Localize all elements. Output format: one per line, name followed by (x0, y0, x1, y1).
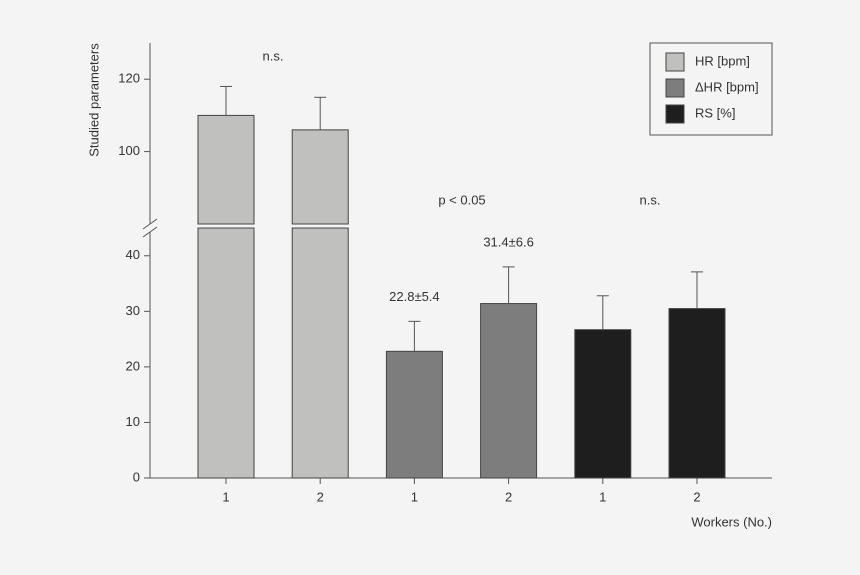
axis-break (142, 226, 158, 238)
x-tick-label: 2 (505, 489, 512, 504)
y-tick-label: 10 (126, 414, 140, 429)
x-tick-label: 1 (222, 489, 229, 504)
x-tick-label: 1 (411, 489, 418, 504)
annotation: n.s. (263, 48, 284, 63)
annotation: p < 0.05 (438, 192, 485, 207)
value-label: 22.8±5.4 (389, 289, 440, 304)
bar (668, 308, 726, 479)
x-axis-label: Workers (No.) (691, 514, 772, 529)
bar-upper (197, 114, 255, 225)
bar-lower (291, 227, 349, 479)
axis-break (142, 218, 158, 230)
y-tick-label: 40 (126, 247, 140, 262)
legend-swatch (665, 52, 685, 72)
value-label: 31.4±6.6 (483, 234, 534, 249)
legend-swatch (665, 104, 685, 124)
y-tick-label: 100 (118, 143, 140, 158)
bar (480, 303, 538, 479)
y-tick-label: 30 (126, 303, 140, 318)
y-tick-label: 0 (133, 469, 140, 484)
annotation: n.s. (640, 192, 661, 207)
bar-upper (291, 129, 349, 225)
bar (574, 329, 632, 479)
legend-swatch (665, 78, 685, 98)
x-tick-label: 2 (693, 489, 700, 504)
bar-lower (197, 227, 255, 479)
y-tick-label: 120 (118, 71, 140, 86)
x-tick-label: 2 (317, 489, 324, 504)
legend-box (649, 42, 773, 136)
legend-label: HR [bpm] (695, 53, 750, 68)
y-tick-label: 20 (126, 358, 140, 373)
y-axis-label: Studied parameters (86, 43, 101, 157)
legend-label: ΔHR [bpm] (695, 79, 759, 94)
legend-label: RS [%] (695, 105, 735, 120)
bar (385, 350, 443, 479)
x-tick-label: 1 (599, 489, 606, 504)
